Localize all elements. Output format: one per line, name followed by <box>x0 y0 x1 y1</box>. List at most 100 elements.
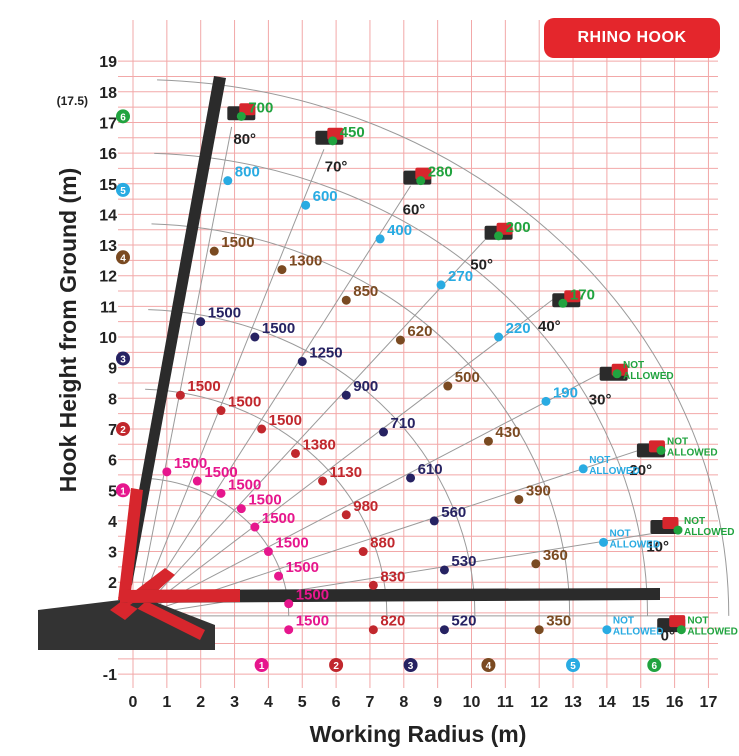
data-label: 400 <box>387 222 412 239</box>
y-tick-label: 19 <box>99 54 117 71</box>
x-tick-label: 16 <box>666 694 684 711</box>
boom-angle-label: 40° <box>538 318 561 335</box>
data-label: 1250 <box>309 345 342 362</box>
x-tick-label: 5 <box>298 694 307 711</box>
data-point <box>514 494 524 504</box>
boom-vertical <box>120 76 226 595</box>
data-label: 360 <box>543 547 568 564</box>
data-label: 530 <box>451 553 476 570</box>
boom-horizontal <box>120 588 660 603</box>
x-tick-label: 9 <box>433 694 442 711</box>
data-point <box>209 246 219 256</box>
data-point <box>494 332 504 342</box>
data-point <box>612 369 622 379</box>
x-tick-label: 2 <box>196 694 205 711</box>
data-point <box>250 332 260 342</box>
data-label: 270 <box>448 268 473 285</box>
data-point <box>236 504 246 514</box>
angle-ray <box>136 529 677 617</box>
data-point <box>541 396 551 406</box>
data-point <box>443 381 453 391</box>
y-tick-label: 15 <box>99 177 117 194</box>
x-tick-label: 13 <box>564 694 582 711</box>
data-point <box>341 295 351 305</box>
rhino-hook-badge: RHINO HOOK <box>544 18 720 58</box>
data-label: NOT ALLOWED <box>589 455 640 477</box>
legend-marker-1: 11 <box>116 483 269 672</box>
data-point <box>599 537 609 547</box>
x-tick-label: 17 <box>700 694 718 711</box>
data-label: 1500 <box>228 394 261 411</box>
series-4: 1500 1300 850 620 500 430 390 360 350 <box>209 234 571 635</box>
data-label: 1500 <box>221 234 254 251</box>
data-point <box>290 448 300 458</box>
angle-ray <box>136 367 612 617</box>
boom-tip-head <box>564 290 581 303</box>
y-axis-label: Hook Height from Ground (m) <box>55 168 81 493</box>
legend-marker-left <box>116 250 130 265</box>
legend-marker-bottom-text: 4 <box>486 661 492 672</box>
data-label: 1500 <box>174 455 207 472</box>
angle-ray <box>136 445 652 617</box>
data-point <box>656 445 666 455</box>
legend-marker-left-text: 4 <box>120 253 126 264</box>
legend-marker-bottom-text: 3 <box>408 661 414 672</box>
data-label: 880 <box>370 535 395 552</box>
data-label: 190 <box>553 384 578 401</box>
radius-arc <box>145 388 388 616</box>
boom-angle-label: 10° <box>646 539 669 556</box>
data-label: 350 <box>546 613 571 630</box>
data-point <box>318 476 328 486</box>
y-tick-label: 6 <box>108 453 117 470</box>
legend-marker-4: 44 <box>116 250 496 672</box>
data-label: 900 <box>353 378 378 395</box>
data-point <box>162 467 172 477</box>
legend-marker-left-text: 5 <box>120 186 126 197</box>
data-point <box>439 565 449 575</box>
legend-marker-bottom-text: 6 <box>652 661 658 672</box>
data-label: 1500 <box>275 535 308 552</box>
data-label: 710 <box>390 415 415 432</box>
data-point <box>531 559 541 569</box>
data-point <box>301 200 311 210</box>
radius-arc <box>151 223 571 616</box>
data-label: 600 <box>313 188 338 205</box>
data-label: 170 <box>570 286 595 303</box>
y-tick-label: 8 <box>108 391 117 408</box>
data-label: 820 <box>380 613 405 630</box>
x-tick-label: 7 <box>365 694 374 711</box>
data-label: 1500 <box>262 510 295 527</box>
data-point <box>558 298 568 308</box>
data-point <box>358 547 368 557</box>
y-tick-label: -1 <box>103 667 117 684</box>
boom-angle-label: 60° <box>403 201 426 218</box>
boom-tip-head <box>669 615 686 628</box>
legend-marker-left <box>116 421 130 436</box>
legend-marker-left-text: 1 <box>120 486 126 497</box>
data-point <box>257 424 267 434</box>
data-label: 1500 <box>248 492 281 509</box>
crane-outriggers <box>110 568 205 640</box>
data-label: NOT ALLOWED <box>613 616 664 638</box>
y-tick-label: 16 <box>99 146 117 163</box>
legend-marker-bottom-text: 2 <box>333 661 339 672</box>
radius-arc <box>141 477 290 616</box>
data-point <box>416 176 426 186</box>
data-label: 200 <box>506 219 531 236</box>
legend-marker-left-text: 6 <box>120 112 126 123</box>
data-label: 1500 <box>296 613 329 630</box>
data-point <box>236 111 246 121</box>
crane-tracks <box>38 600 215 650</box>
data-point <box>676 625 686 635</box>
data-label: 560 <box>441 504 466 521</box>
data-label: 430 <box>495 424 520 441</box>
y-tick-label: 11 <box>100 299 117 316</box>
data-label: 610 <box>418 461 443 478</box>
legend-marker-5: 55 <box>116 182 581 672</box>
y-tick-label: 2 <box>108 575 117 592</box>
data-point <box>192 476 202 486</box>
